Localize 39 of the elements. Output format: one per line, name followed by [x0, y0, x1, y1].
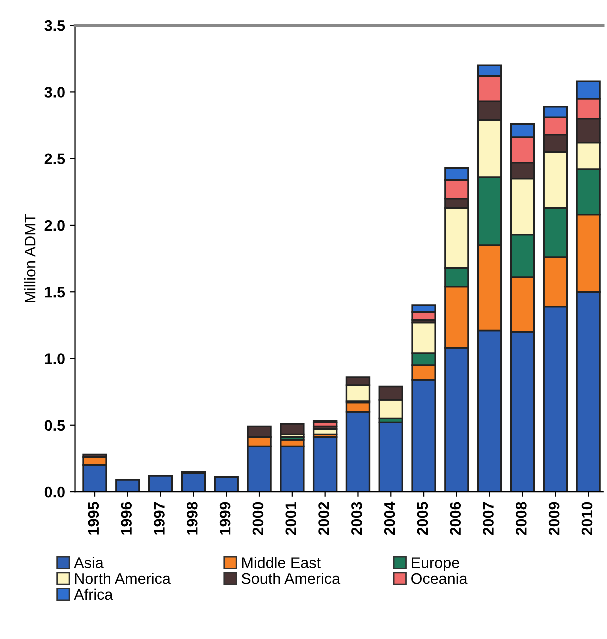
y-tick-label: 1.0: [45, 354, 65, 364]
x-tick-label: 2009: [548, 502, 560, 536]
x-tick-label: 1996: [121, 502, 132, 535]
y-tick-label: 0.0: [44, 486, 65, 498]
bar: [116, 479, 140, 492]
x-tick-label: 2006: [450, 502, 462, 536]
x-tick-label: 2008: [516, 502, 527, 536]
legend-label: Europe: [412, 558, 460, 572]
x-tick-label: 1997: [154, 502, 165, 535]
legend-label: Asia: [74, 557, 104, 568]
x-tick-label: 2010: [582, 502, 593, 536]
y-tick-label: 0.5: [44, 420, 66, 432]
x-tick-label: 2002: [318, 502, 330, 536]
legend-label: Oceania: [412, 573, 468, 584]
y-tick-label: 2.0: [44, 220, 65, 232]
x-tick-label: 2007: [483, 502, 494, 536]
x-tick-label: 2000: [252, 502, 264, 536]
y-tick-label: 1.5: [45, 287, 66, 298]
bar: [148, 475, 174, 492]
bar: [280, 423, 305, 436]
legend-label: North America: [75, 573, 171, 584]
x-tick-label: 1995: [88, 502, 100, 535]
x-tick-label: 2004: [384, 502, 396, 536]
y-tick-label: 3.0: [44, 87, 65, 98]
x-tick-label: 1998: [187, 502, 198, 535]
x-tick-label: 1999: [220, 502, 231, 535]
legend-label: South America: [242, 573, 341, 584]
bar: [214, 476, 239, 492]
legend-label: Middle East: [242, 557, 321, 568]
legend-label: Africa: [74, 588, 114, 600]
bar: [181, 472, 206, 492]
x-tick-label: 2003: [352, 502, 362, 536]
y-tick-label: 3.5: [44, 20, 66, 32]
x-tick-label: 2005: [417, 502, 428, 536]
bar: [378, 422, 404, 492]
x-tick-label: 2001: [286, 502, 297, 536]
y-tick-label: 2.5: [44, 154, 66, 165]
y-axis-title: Million ADMT: [24, 214, 36, 303]
bar: [312, 436, 338, 492]
